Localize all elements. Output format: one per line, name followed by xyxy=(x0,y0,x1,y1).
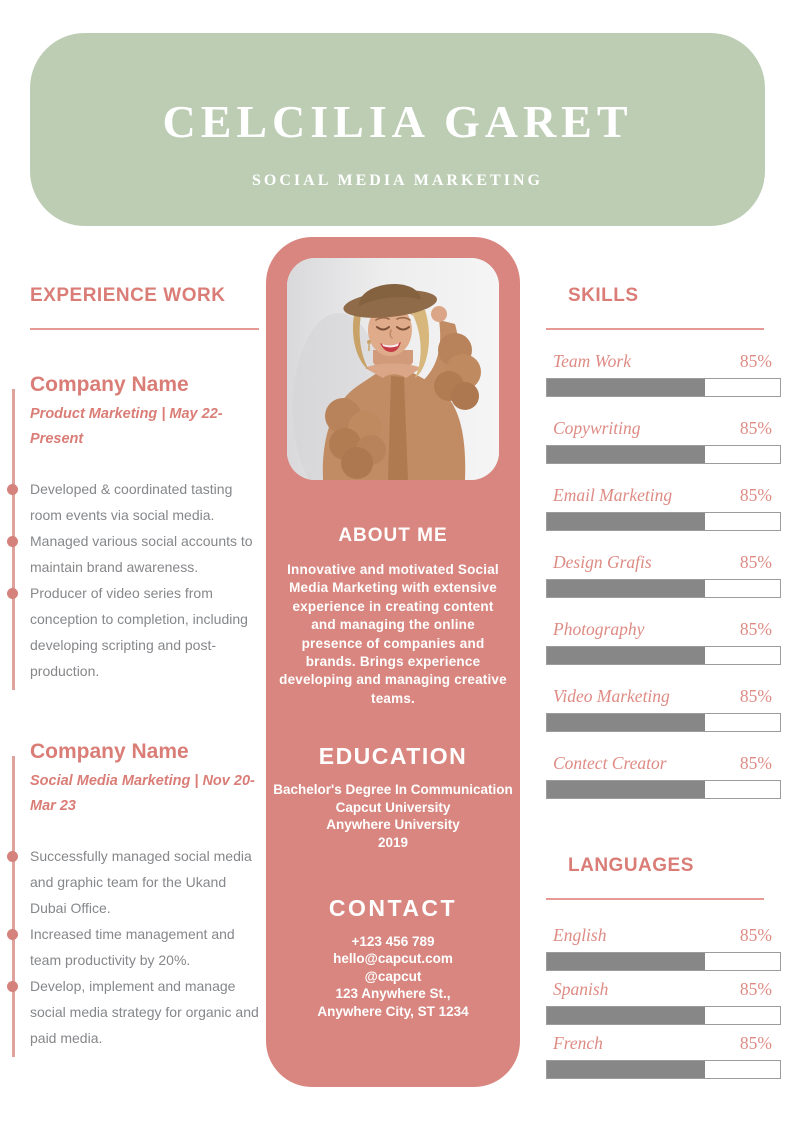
language-percent: 85% xyxy=(739,1033,772,1053)
progress-bar-fill xyxy=(547,580,706,597)
job-meta: Social Media Marketing | Nov 20-Mar 23 xyxy=(30,773,255,814)
skill-label: Video Marketing xyxy=(553,686,670,706)
job-entry-2: Company Name Social Media Marketing | No… xyxy=(7,740,259,1057)
header-banner: CELCILIA GARET SOCIAL MEDIA MARKETING xyxy=(30,33,765,226)
language-label: French xyxy=(553,1033,603,1053)
progress-bar-fill xyxy=(547,1061,706,1078)
language-meter-spanish: Spanish 85% xyxy=(546,979,781,1025)
progress-bar-fill xyxy=(547,379,706,396)
skill-label: Contect Creator xyxy=(553,753,667,773)
company-name: Company Name xyxy=(30,740,189,763)
progress-bar xyxy=(546,445,781,464)
progress-bar-fill xyxy=(547,714,706,731)
skill-meter-contect-creator: Contect Creator 85% xyxy=(546,753,781,799)
skills-heading: SKILLS xyxy=(568,285,639,306)
skill-percent: 85% xyxy=(739,753,772,773)
experience-section: EXPERIENCE WORK Company Name Product Mar… xyxy=(7,285,259,1057)
progress-bar-fill xyxy=(547,446,706,463)
progress-bar-fill xyxy=(547,1007,706,1024)
job-bullet: Managed various social accounts to maint… xyxy=(7,528,259,580)
education-line: Anywhere University xyxy=(326,817,460,833)
job-bullet-list: Successfully managed social media and gr… xyxy=(7,843,259,1051)
skill-percent: 85% xyxy=(739,686,772,706)
contact-details: +123 456 789 hello@capcut.com @capcut 12… xyxy=(266,933,520,1021)
skills-list: Team Work 85% Copywriting 85% Email Market… xyxy=(546,351,781,799)
job-bullet: Developed & coordinated tasting room eve… xyxy=(7,476,259,528)
portrait-illustration xyxy=(287,258,499,480)
education-heading: EDUCATION xyxy=(318,743,468,770)
language-meter-english: English 85% xyxy=(546,925,781,971)
education-line: Bachelor's Degree In Communication xyxy=(273,782,513,798)
skill-label: Team Work xyxy=(553,351,631,371)
progress-bar xyxy=(546,1060,781,1079)
language-percent: 85% xyxy=(739,979,772,999)
education-details: Bachelor's Degree In Communication Capcu… xyxy=(266,781,520,851)
contact-email: hello@capcut.com xyxy=(333,951,453,967)
person-name: CELCILIA GARET xyxy=(162,96,633,147)
skills-divider xyxy=(546,328,764,330)
languages-list: English 85% Spanish 85% French 85% xyxy=(546,925,781,1079)
progress-bar-fill xyxy=(547,513,706,530)
about-text: Innovative and motivated Social Media Ma… xyxy=(279,562,507,706)
skill-percent: 85% xyxy=(739,485,772,505)
skill-meter-team-work: Team Work 85% xyxy=(546,351,781,397)
about-heading: ABOUT ME xyxy=(338,525,448,546)
skill-percent: 85% xyxy=(739,418,772,438)
contact-address-line: 123 Anywhere St., xyxy=(335,986,451,1002)
contact-phone: +123 456 789 xyxy=(351,933,435,949)
job-bullet: Develop, implement and manage social med… xyxy=(7,973,259,1051)
person-job-title: SOCIAL MEDIA MARKETING xyxy=(252,172,543,189)
skill-meter-video-marketing: Video Marketing 85% xyxy=(546,686,781,732)
skill-percent: 85% xyxy=(739,552,772,572)
skill-meter-copywriting: Copywriting 85% xyxy=(546,418,781,464)
skill-meter-email-marketing: Email Marketing 85% xyxy=(546,485,781,531)
experience-heading: EXPERIENCE WORK xyxy=(30,285,226,306)
language-meter-french: French 85% xyxy=(546,1033,781,1079)
profile-panel: ABOUT ME Innovative and motivated Social… xyxy=(266,237,520,1087)
progress-bar xyxy=(546,579,781,598)
education-line: Capcut University xyxy=(335,799,451,815)
skill-label: Design Grafis xyxy=(553,552,652,572)
company-name: Company Name xyxy=(30,373,189,396)
job-bullet: Producer of video series from conception… xyxy=(7,580,259,684)
skill-percent: 85% xyxy=(739,351,772,371)
skill-meter-photography: Photography 85% xyxy=(546,619,781,665)
progress-bar xyxy=(546,713,781,732)
progress-bar xyxy=(546,378,781,397)
progress-bar xyxy=(546,646,781,665)
job-bullet: Successfully managed social media and gr… xyxy=(7,843,259,921)
experience-divider xyxy=(30,328,259,330)
contact-heading: CONTACT xyxy=(328,894,458,921)
progress-bar xyxy=(546,952,781,971)
progress-bar-fill xyxy=(547,647,706,664)
progress-bar-fill xyxy=(547,781,706,798)
job-entry-1: Company Name Product Marketing | May 22-… xyxy=(7,373,259,690)
skill-label: Photography xyxy=(553,619,645,639)
skill-label: Email Marketing xyxy=(553,485,673,505)
languages-heading: LANGUAGES xyxy=(568,855,694,876)
progress-bar xyxy=(546,512,781,531)
languages-divider xyxy=(546,898,764,900)
skill-meter-design-grafis: Design Grafis 85% xyxy=(546,552,781,598)
language-label: English xyxy=(553,925,607,945)
contact-address-line: Anywhere City, ST 1234 xyxy=(317,1004,469,1019)
progress-bar-fill xyxy=(547,953,706,970)
job-meta: Product Marketing | May 22-Present xyxy=(30,406,223,447)
job-bullet-list: Developed & coordinated tasting room eve… xyxy=(7,476,259,684)
skill-percent: 85% xyxy=(739,619,772,639)
skills-languages-section: SKILLS Team Work 85% Copywriting 85% Email… xyxy=(546,285,781,1079)
job-bullet: Increased time management and team produ… xyxy=(7,921,259,973)
profile-photo xyxy=(287,258,499,480)
progress-bar xyxy=(546,780,781,799)
skill-label: Copywriting xyxy=(553,418,641,438)
contact-handle: @capcut xyxy=(364,968,422,984)
language-label: Spanish xyxy=(553,979,609,999)
language-percent: 85% xyxy=(739,925,772,945)
progress-bar xyxy=(546,1006,781,1025)
education-line: 2019 xyxy=(377,835,409,851)
